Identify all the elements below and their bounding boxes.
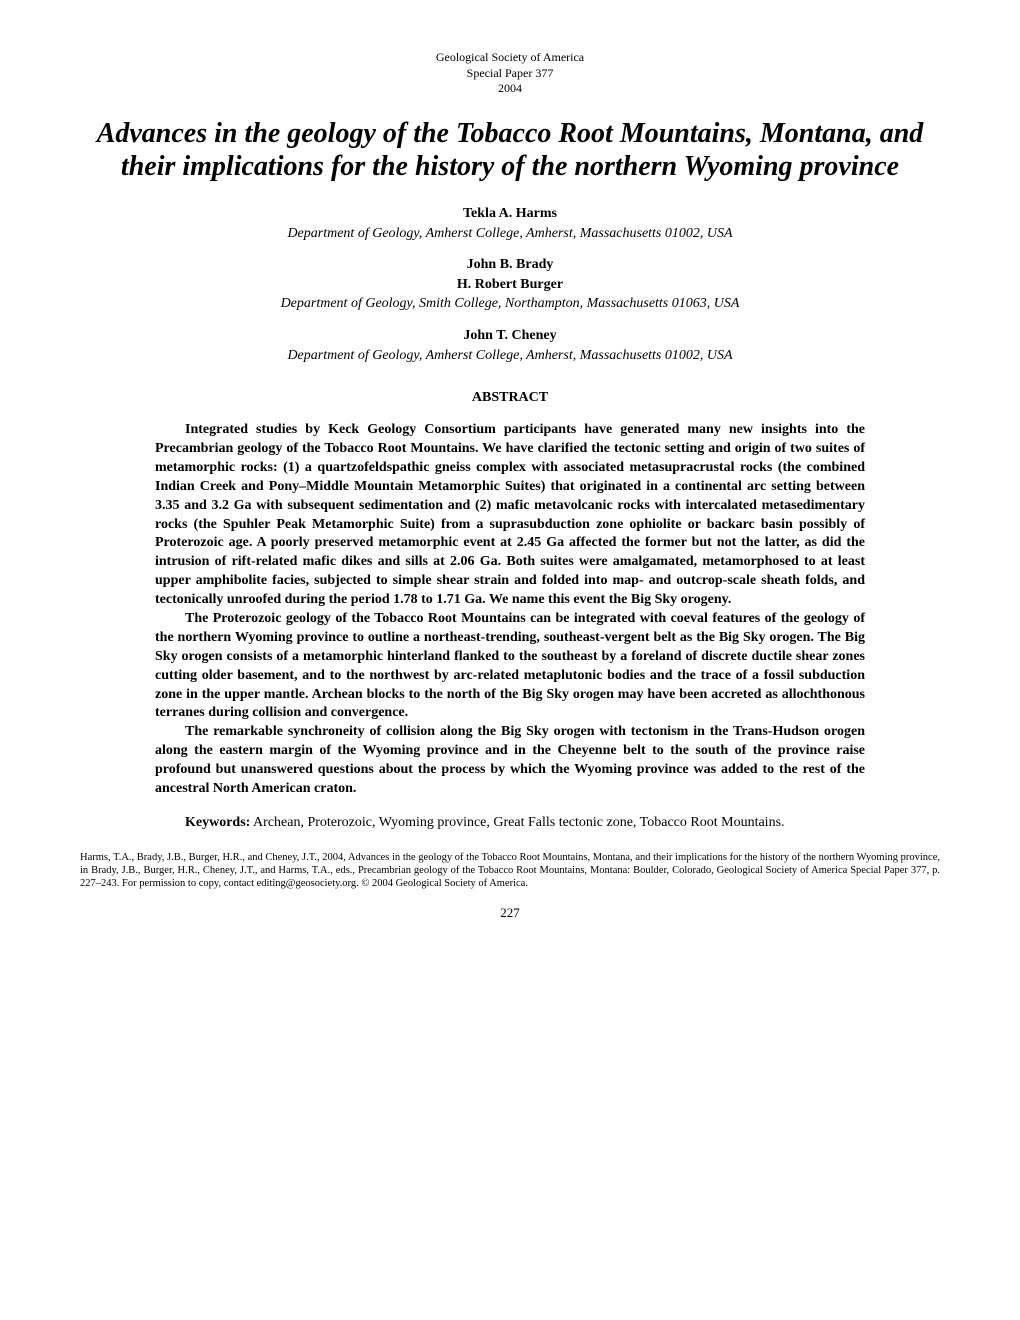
author-name: Tekla A. Harms bbox=[80, 204, 940, 224]
abstract-heading: ABSTRACT bbox=[80, 390, 940, 406]
author-affiliation: Department of Geology, Amherst College, … bbox=[80, 224, 940, 244]
abstract-paragraph: Integrated studies by Keck Geology Conso… bbox=[155, 421, 865, 610]
keywords-section: Keywords: Archean, Proterozoic, Wyoming … bbox=[80, 814, 940, 833]
page-number: 227 bbox=[80, 905, 940, 921]
keywords-text: Archean, Proterozoic, Wyoming province, … bbox=[250, 815, 784, 830]
abstract-body: Integrated studies by Keck Geology Conso… bbox=[80, 421, 940, 799]
author-affiliation: Department of Geology, Smith College, No… bbox=[80, 294, 940, 314]
author-name: H. Robert Burger bbox=[80, 275, 940, 295]
authors-block: Tekla A. Harms Department of Geology, Am… bbox=[80, 204, 940, 365]
author-name: John B. Brady bbox=[80, 255, 940, 275]
author-group: John B. Brady H. Robert Burger Departmen… bbox=[80, 255, 940, 314]
keywords-label: Keywords: bbox=[185, 815, 250, 830]
author-group: Tekla A. Harms Department of Geology, Am… bbox=[80, 204, 940, 243]
author-name: John T. Cheney bbox=[80, 326, 940, 346]
author-affiliation: Department of Geology, Amherst College, … bbox=[80, 346, 940, 366]
pub-year: 2004 bbox=[80, 81, 940, 97]
paper-title: Advances in the geology of the Tobacco R… bbox=[80, 117, 940, 184]
pub-paper: Special Paper 377 bbox=[80, 66, 940, 82]
pub-society: Geological Society of America bbox=[80, 50, 940, 66]
publication-info: Geological Society of America Special Pa… bbox=[80, 50, 940, 97]
citation-footer: Harms, T.A., Brady, J.B., Burger, H.R., … bbox=[80, 851, 940, 890]
abstract-paragraph: The remarkable synchroneity of collision… bbox=[155, 723, 865, 799]
abstract-paragraph: The Proterozoic geology of the Tobacco R… bbox=[155, 610, 865, 723]
author-group: John T. Cheney Department of Geology, Am… bbox=[80, 326, 940, 365]
